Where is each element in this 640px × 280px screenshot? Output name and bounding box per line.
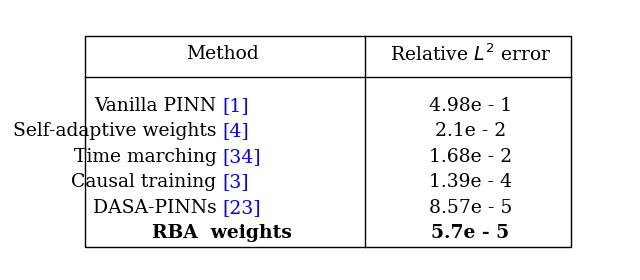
Text: [23]: [23] bbox=[222, 199, 261, 217]
Text: [34]: [34] bbox=[222, 148, 261, 166]
Text: 4.98e - 1: 4.98e - 1 bbox=[429, 97, 512, 115]
Text: 1.39e - 4: 1.39e - 4 bbox=[429, 173, 512, 191]
Text: 8.57e - 5: 8.57e - 5 bbox=[429, 199, 512, 217]
Text: DASA-PINNs: DASA-PINNs bbox=[93, 199, 222, 217]
Text: [3]: [3] bbox=[222, 173, 249, 191]
Text: Relative $L^2$ error: Relative $L^2$ error bbox=[390, 43, 551, 65]
Text: 5.7e - 5: 5.7e - 5 bbox=[431, 224, 509, 242]
Text: Self-adaptive weights: Self-adaptive weights bbox=[13, 122, 222, 140]
Text: Vanilla PINN: Vanilla PINN bbox=[94, 97, 222, 115]
Text: [1]: [1] bbox=[222, 97, 249, 115]
Text: Time marching: Time marching bbox=[74, 148, 222, 166]
Text: RBA  weights: RBA weights bbox=[152, 224, 292, 242]
Text: 2.1e - 2: 2.1e - 2 bbox=[435, 122, 506, 140]
Text: [4]: [4] bbox=[222, 122, 249, 140]
Text: 1.68e - 2: 1.68e - 2 bbox=[429, 148, 512, 166]
Text: Causal training: Causal training bbox=[71, 173, 222, 191]
Text: Method: Method bbox=[186, 45, 259, 63]
